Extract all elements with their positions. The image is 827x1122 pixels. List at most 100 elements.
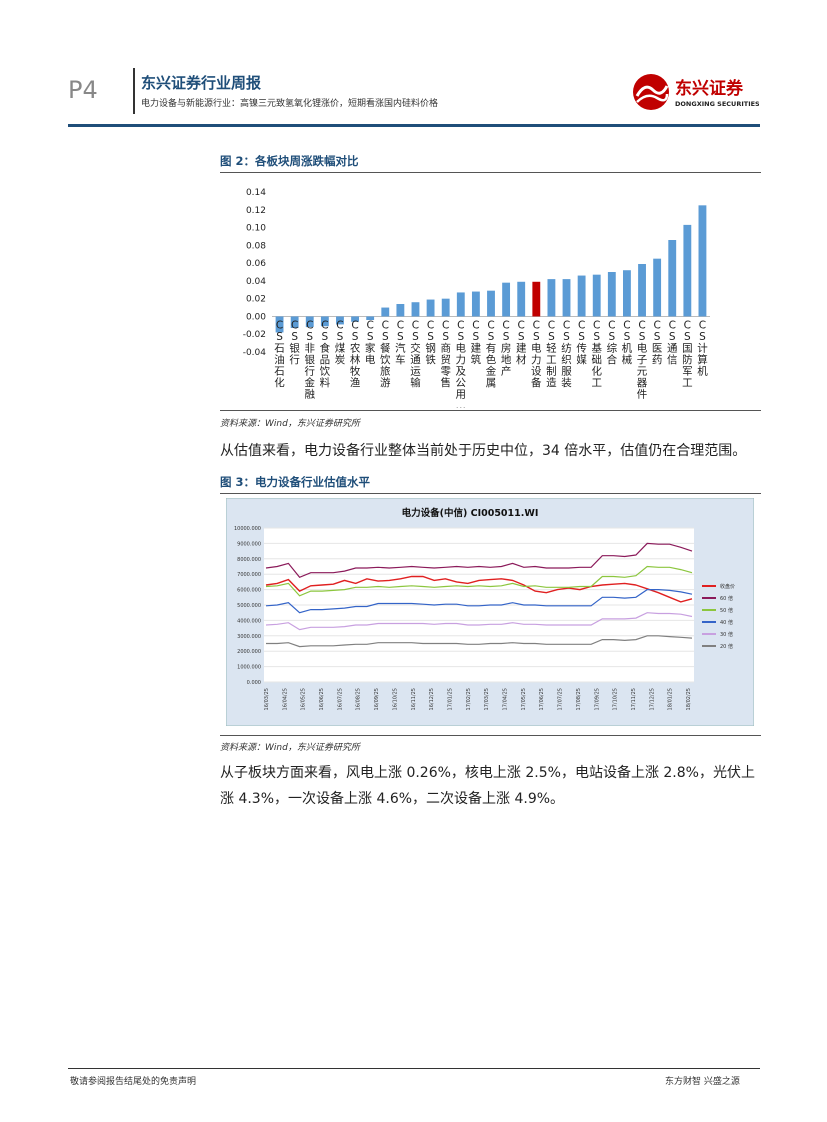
bar-26 <box>668 240 677 317</box>
x-tick-label: 17/12/25 <box>649 688 655 710</box>
x-tick-label: 16/05/25 <box>301 688 307 710</box>
legend-label: 50 倍 <box>720 607 733 614</box>
x-tick-label: C S 银行 <box>289 319 300 366</box>
x-tick-label: C S 石油石化 <box>274 319 285 389</box>
x-tick-label: C S 房地产 <box>501 319 512 377</box>
x-tick-label: C S 煤炭 <box>335 319 346 366</box>
bar-2 <box>305 316 314 328</box>
x-tick-label: C S 非银行金融 <box>305 319 316 400</box>
y-tick-label: 0.12 <box>246 206 266 216</box>
x-tick-label: 18/02/25 <box>686 688 692 710</box>
bar-1 <box>290 316 299 328</box>
chart-title: 电力设备(中信) CI005011.WI <box>402 507 539 519</box>
x-tick-label: 16/08/25 <box>356 688 362 710</box>
bar-6 <box>366 316 375 320</box>
y-tick-label: 4000.000 <box>237 618 261 624</box>
x-tick-label: 17/05/25 <box>521 688 527 710</box>
y-tick-label: 0.14 <box>246 188 266 198</box>
x-tick-label: 17/01/25 <box>447 688 453 710</box>
legend-label: 40 倍 <box>720 619 733 626</box>
x-tick-label: 16/06/25 <box>319 688 325 710</box>
series-line-1 <box>265 542 693 579</box>
x-tick-label: 17/06/25 <box>539 688 545 710</box>
footer-slogan: 东方财智 兴盛之源 <box>665 1077 740 1087</box>
y-tick-label: 0.06 <box>246 259 266 269</box>
y-tick-label: 0.08 <box>246 241 266 251</box>
figure2-bar-chart: 0.14 0.12 0.10 0.08 0.06 0.04 0.02 0.00 -0.02 -0.… <box>243 188 710 408</box>
bar-9 <box>411 302 420 317</box>
figure2-source: 资料来源：Wind，东兴证券研究所 <box>220 419 360 429</box>
y-tick-label: 7000.000 <box>237 572 261 578</box>
figure3-source: 资料来源：Wind，东兴证券研究所 <box>220 743 360 753</box>
y-tick-label: 0.04 <box>246 277 266 287</box>
bar-7 <box>381 307 390 317</box>
header-divider <box>133 68 135 114</box>
x-tick-label: C S 机械 <box>622 319 633 366</box>
bar-23 <box>623 270 631 317</box>
x-tick-label: 18/01/25 <box>668 688 674 710</box>
series-line-4 <box>265 612 693 631</box>
bar-15 <box>502 282 511 317</box>
bar-27 <box>683 224 692 317</box>
bar-25 <box>653 258 662 317</box>
y-tick-label: 9000.000 <box>237 541 261 547</box>
bar-17 <box>532 281 541 317</box>
x-tick-label: C S 家电 <box>365 319 376 366</box>
logo-en-text: DONGXING SECURITIES <box>675 100 759 108</box>
footer-disclaimer: 敬请参阅报告结尾处的免责声明 <box>70 1077 197 1087</box>
report-subtitle: 电力设备与新能源行业：高镍三元致氢氧化锂涨价，短期看涨国内硅料价格 <box>141 99 439 109</box>
bar-11 <box>441 298 450 317</box>
figure3-top-rule <box>220 493 761 494</box>
x-tick-label: 16/11/25 <box>411 688 417 710</box>
legend-label: 收盘价 <box>720 583 735 590</box>
x-tick-label: C S 医药 <box>652 319 663 366</box>
figure3-line-chart: 电力设备(中信) CI005011.WI 10000.000 9000.000 800… <box>226 498 754 726</box>
x-tick-label: 17/07/25 <box>558 688 564 710</box>
y-tick-label: 0.00 <box>246 312 266 322</box>
y-tick-label: 8000.000 <box>237 557 261 563</box>
x-tick-label: C S 电子元器件 <box>637 319 648 400</box>
x-tick-label: C S 餐饮旅游 <box>380 319 391 389</box>
x-tick-label: 16/10/25 <box>392 688 398 710</box>
bar-22 <box>607 272 616 317</box>
y-tick-label: 0.02 <box>246 295 266 305</box>
x-tick-label: 17/04/25 <box>503 688 509 710</box>
page-number: P4 <box>68 76 98 104</box>
subsector-paragraph: 从子板块方面来看，风电上涨 0.26%，核电上涨 2.5%，电站设备上涨 2.8… <box>220 765 755 807</box>
x-tick-label: 17/10/25 <box>613 688 619 710</box>
bar-0 <box>275 316 284 333</box>
bar-12 <box>456 292 465 317</box>
x-tick-label: 17/08/25 <box>576 688 582 710</box>
report-title: 东兴证券行业周报 <box>141 74 262 92</box>
company-logo: 东兴证券 DONGXING SECURITIES <box>631 72 760 112</box>
series-line-2 <box>265 565 693 597</box>
footer-rule <box>68 1068 760 1069</box>
y-tick-label: -0.04 <box>243 348 267 358</box>
x-tick-label: C S 食品饮料 <box>320 319 331 389</box>
x-tick-label: C S 有色金属 <box>486 319 497 389</box>
x-tick-label: C S 钢铁 <box>425 319 436 366</box>
valuation-paragraph: 从估值来看，电力设备行业整体当前处于历史中位，34 倍水平，估值仍在合理范围。 <box>220 443 747 459</box>
bar-14 <box>487 290 495 317</box>
y-tick-label: 1000.000 <box>237 665 261 671</box>
bar-5 <box>351 316 359 322</box>
x-tick-label: C S 汽车 <box>395 319 406 366</box>
x-tick-label: 16/04/25 <box>282 688 288 710</box>
x-tick-label: C S 建筑 <box>471 319 482 366</box>
legend-label: 20 倍 <box>720 643 733 650</box>
x-tick-label: C S 计算机 <box>697 319 708 377</box>
x-tick-label: C S 纺织服装 <box>561 319 572 389</box>
x-tick-label: C S 国防军工 <box>682 319 693 389</box>
bar-28 <box>698 205 707 317</box>
x-tick-label: C S 综合 <box>607 319 618 366</box>
x-tick-label: C S 基础化工 <box>591 319 602 389</box>
y-tick-label: 2000.000 <box>237 649 261 655</box>
legend-label: 60 倍 <box>720 595 733 602</box>
x-tick-label: C S 传媒 <box>576 319 587 366</box>
bar-4 <box>336 316 344 325</box>
bar-10 <box>426 299 435 317</box>
y-tick-label: 0.000 <box>247 680 261 686</box>
x-tick-label: 16/12/25 <box>429 688 435 710</box>
figure2-bottom-rule <box>220 410 761 411</box>
x-tick-label: C S 建材 <box>516 319 527 366</box>
